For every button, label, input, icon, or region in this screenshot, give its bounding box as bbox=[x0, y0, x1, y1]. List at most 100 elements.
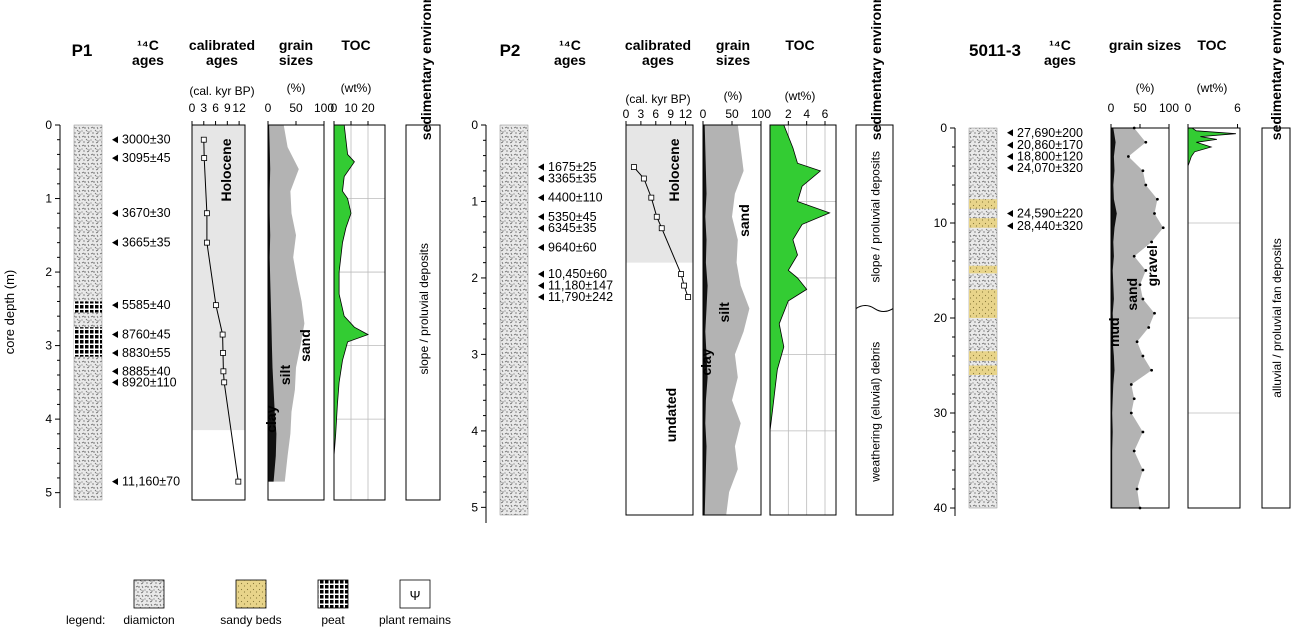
core-title: P1 bbox=[72, 41, 93, 60]
environment-header: sedimentary environment bbox=[418, 0, 434, 140]
grain-sizes-header: grain bbox=[279, 37, 313, 53]
c14-age-label: 20,860±170 bbox=[1017, 138, 1083, 152]
cal-x-tick-label: 6 bbox=[212, 101, 219, 115]
environment-label: alluvial / proluvial fan deposits bbox=[1270, 238, 1284, 397]
calibrated-age-point bbox=[653, 213, 660, 220]
grain-x-tick-label: 50 bbox=[1133, 101, 1147, 115]
grain-clay-area bbox=[703, 125, 708, 515]
c14-age-label: 27,690±200 bbox=[1017, 126, 1083, 140]
toc-x-tick-label: 6 bbox=[1234, 101, 1241, 115]
depth-tick-label: 3 bbox=[45, 339, 52, 353]
c14-ages-header: ages bbox=[1044, 52, 1076, 68]
c14-ages-header: ages bbox=[554, 52, 586, 68]
c14-age-label: 18,800±120 bbox=[1017, 150, 1083, 164]
calibrated-age-point bbox=[200, 136, 207, 143]
grain-sample-point bbox=[1132, 254, 1136, 258]
calibrated-ages-header: calibrated bbox=[625, 37, 691, 53]
gravel-label: gravel bbox=[1144, 245, 1160, 286]
legend-swatch-diamicton bbox=[133, 579, 165, 609]
toc-frame bbox=[333, 124, 386, 501]
toc-x-tick-label: 6 bbox=[822, 107, 829, 121]
toc-unit: (wt%) bbox=[1197, 81, 1228, 95]
age-marker bbox=[538, 293, 544, 301]
holocene-shading bbox=[192, 125, 245, 431]
holocene-label: Holocene bbox=[218, 138, 234, 201]
age-marker bbox=[538, 224, 544, 232]
legend-label-sandy-beds: sandy beds bbox=[220, 613, 281, 627]
y-axis-label: core depth (m) bbox=[2, 270, 17, 355]
sandy-bed-layer bbox=[969, 289, 997, 318]
calibrated-age-point bbox=[219, 331, 226, 338]
grain-sample-point bbox=[1141, 468, 1145, 472]
toc-area bbox=[333, 124, 369, 456]
c14-age-label: 1675±25 bbox=[548, 160, 597, 174]
grain-sizes-unit: (%) bbox=[1136, 81, 1155, 95]
environment-boundary bbox=[855, 305, 894, 313]
depth-tick-label: 5 bbox=[471, 500, 478, 514]
age-marker bbox=[538, 163, 544, 171]
toc-header: TOC bbox=[341, 37, 370, 53]
grain-x-tick-label: 100 bbox=[1159, 101, 1179, 115]
depth-tick-label: 4 bbox=[471, 424, 478, 438]
age-marker bbox=[538, 175, 544, 183]
cal-x-tick-label: 12 bbox=[232, 101, 246, 115]
environment-frame bbox=[405, 124, 441, 501]
depth-tick-label: 0 bbox=[471, 118, 478, 132]
toc-unit: (wt%) bbox=[785, 89, 816, 103]
grain-sizes-header: grain bbox=[716, 37, 750, 53]
undated-label: undated bbox=[663, 388, 679, 442]
age-marker bbox=[1007, 222, 1013, 230]
grain-sizes-header: grain sizes bbox=[1109, 37, 1182, 53]
grain-silt-area bbox=[1111, 128, 1164, 508]
clay-label: clay bbox=[698, 348, 714, 375]
calibrated-ages-unit: (cal. kyr BP) bbox=[189, 84, 254, 98]
calibrated-age-point bbox=[204, 210, 210, 217]
calibrated-age-point bbox=[201, 155, 208, 161]
age-marker bbox=[538, 282, 544, 290]
toc-x-tick-label: 10 bbox=[344, 101, 358, 115]
c14-age-label: 5350±45 bbox=[548, 210, 597, 224]
depth-tick-label: 0 bbox=[940, 121, 947, 135]
calibrated-ages-header: ages bbox=[206, 52, 238, 68]
calibrated-age-point bbox=[631, 164, 637, 170]
toc-x-tick-label: 4 bbox=[803, 107, 810, 121]
cal-x-tick-label: 3 bbox=[638, 107, 645, 121]
grain-sample-point bbox=[1132, 397, 1136, 401]
legend-swatch-peat bbox=[317, 579, 349, 609]
c14-ages-header: ages bbox=[132, 52, 164, 68]
grain-sizes-unit: (%) bbox=[724, 89, 743, 103]
grain-sample-point bbox=[1147, 326, 1151, 329]
cal-x-tick-label: 6 bbox=[652, 107, 659, 121]
sand-label: sand bbox=[736, 204, 752, 237]
calibrated-ages-unit: (cal. kyr BP) bbox=[625, 92, 690, 106]
calibrated-age-point bbox=[220, 368, 227, 375]
calibrated-age-point bbox=[640, 175, 647, 182]
toc-x-tick-label: 0 bbox=[331, 101, 338, 115]
toc-frame bbox=[1187, 127, 1241, 509]
core-title: P2 bbox=[500, 41, 521, 60]
age-marker bbox=[538, 213, 544, 221]
toc-area bbox=[1187, 127, 1236, 167]
legend-title: legend: bbox=[66, 613, 105, 627]
depth-tick-label: 10 bbox=[934, 216, 948, 230]
environment-frame bbox=[855, 124, 894, 516]
calibrated-ages-header: ages bbox=[642, 52, 674, 68]
holocene-shading bbox=[626, 125, 693, 263]
age-marker bbox=[1007, 129, 1013, 137]
sand-label: sand bbox=[1124, 278, 1140, 311]
grain-x-tick-label: 0 bbox=[265, 101, 272, 115]
grain-sizes-header: sizes bbox=[716, 52, 750, 68]
environment-label: weathering (eluvial) debris bbox=[869, 342, 883, 483]
calibrated-age-point bbox=[235, 478, 242, 485]
environment-frame bbox=[1261, 127, 1291, 509]
age-marker bbox=[1007, 141, 1013, 149]
calibrated-age-point bbox=[220, 350, 226, 356]
c14-age-label: 11,790±242 bbox=[548, 290, 613, 304]
grain-sample-point bbox=[1150, 240, 1153, 244]
sandy-bed-layer bbox=[969, 351, 997, 361]
cal-x-tick-label: 3 bbox=[200, 101, 207, 115]
calibrated-age-point bbox=[213, 302, 219, 309]
grain-sample-point bbox=[1156, 197, 1159, 201]
